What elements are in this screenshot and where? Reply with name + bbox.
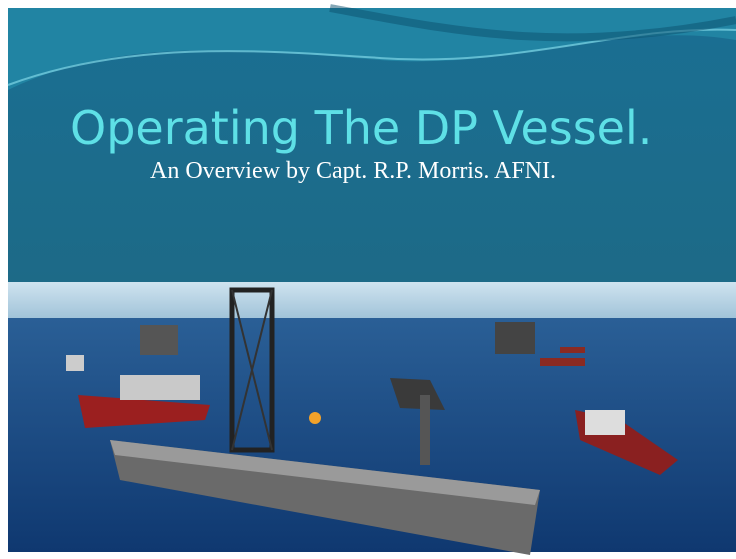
photo: [8, 282, 736, 555]
slide-subtitle: An Overview by Capt. R.P. Morris. AFNI.: [150, 158, 556, 184]
slide: Operating The DP Vessel. An Overview by …: [0, 0, 736, 559]
page: Operating The DP Vessel. An Overview by …: [0, 0, 736, 559]
slide-title: Operating The DP Vessel.: [70, 101, 652, 155]
